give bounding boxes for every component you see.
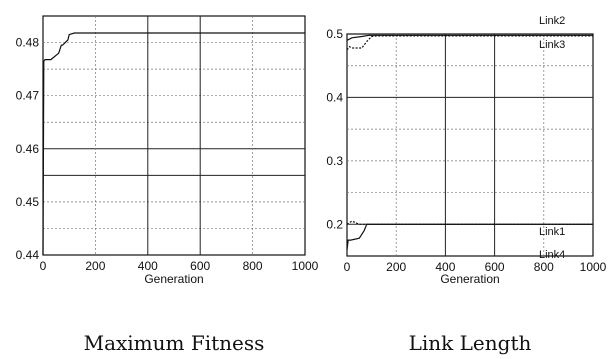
series-line-link2	[346, 34, 593, 41]
y-tick-label: 0.44	[16, 248, 40, 262]
y-tick-label: 0.47	[16, 89, 40, 103]
x-tick-label: 200	[85, 259, 105, 273]
x-tick-label: 1000	[292, 259, 319, 273]
chart-title: Link Length	[409, 331, 532, 355]
x-tick-label: 800	[243, 259, 263, 273]
x-tick-label: 400	[138, 259, 158, 273]
series-line-link1	[346, 220, 593, 225]
x-tick-label: 1000	[580, 260, 607, 274]
y-tick-label: 0.3	[326, 154, 343, 168]
y-tick-label: 0.45	[16, 195, 40, 209]
series-label-link4: Link4	[539, 249, 565, 261]
x-tick-label: 400	[435, 260, 455, 274]
series-line	[42, 32, 305, 256]
series-label-link1: Link1	[539, 226, 565, 238]
y-tick-label: 0.5	[326, 27, 343, 41]
x-axis-label: Generation	[440, 272, 499, 286]
y-tick-label: 0.4	[326, 90, 343, 104]
x-tick-label: 600	[485, 260, 505, 274]
plot-frame	[346, 33, 594, 257]
x-tick-label: 800	[534, 260, 554, 274]
maximum-fitness-chart: 0.44 0.45 0.46 0.47 0.48 0 200 400 600 800 1000 G…	[16, 15, 319, 355]
x-axis-label: Generation	[144, 272, 203, 286]
y-tick-label: 0.46	[16, 142, 40, 156]
x-tick-label: 0	[40, 259, 47, 273]
x-tick-label: 200	[386, 260, 406, 274]
series-label-link2: Link2	[539, 15, 565, 27]
series-line-link3	[346, 35, 593, 51]
chart-title: Maximum Fitness	[84, 331, 265, 355]
link-length-chart: 0.2 0.3 0.4 0.5 0 200 400 600 800 1000 Link2 Lin…	[326, 15, 606, 355]
y-tick-label: 0.48	[16, 36, 40, 50]
series-line-link4	[346, 223, 593, 250]
series-label-link3: Link3	[539, 39, 565, 51]
x-tick-label: 0	[344, 260, 351, 274]
y-tick-label: 0.2	[326, 217, 343, 231]
x-tick-label: 600	[190, 259, 210, 273]
plot-frame	[42, 15, 306, 256]
